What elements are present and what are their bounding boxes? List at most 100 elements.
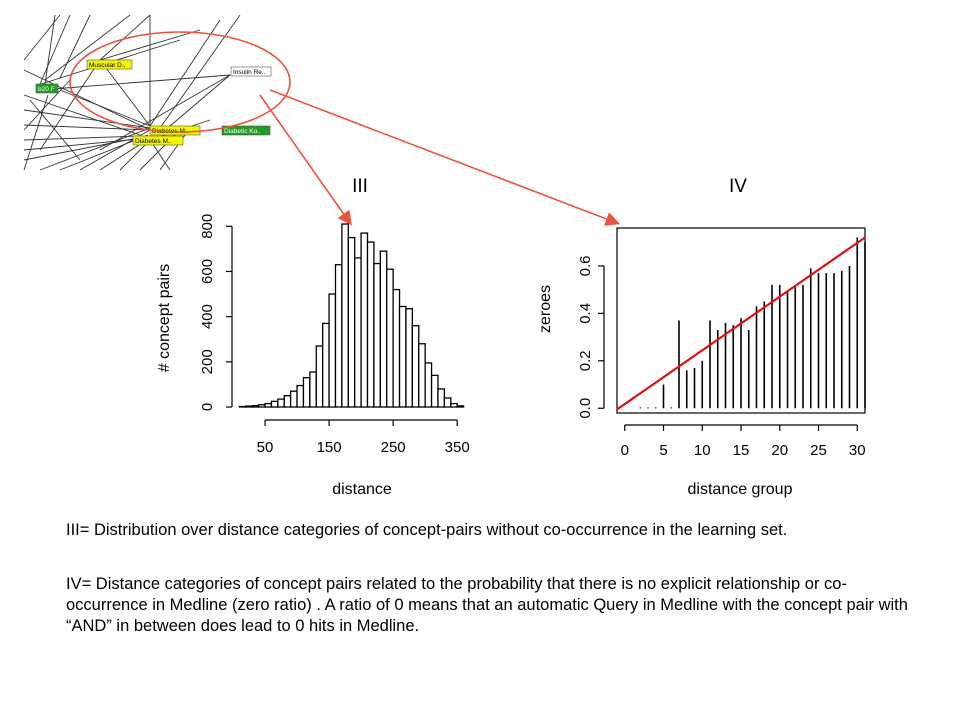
spike-bar xyxy=(647,407,649,409)
histogram-bar xyxy=(405,308,414,408)
histogram-bar xyxy=(398,305,407,408)
histogram-bar xyxy=(418,343,426,408)
network-node: Diabetic Ko.. xyxy=(221,125,271,136)
network-edge xyxy=(99,29,201,61)
histogram-bar xyxy=(354,257,362,408)
network-edge xyxy=(23,69,151,131)
spike-bar xyxy=(639,407,641,409)
histogram-axes: 0 200 400 600 800 50 150 250 350 xyxy=(199,214,470,456)
histogram-y-axis-label: # concept pairs xyxy=(156,264,173,373)
histogram-bar xyxy=(450,402,458,408)
network-edge xyxy=(23,124,151,131)
network-edge xyxy=(23,79,71,131)
fit-line xyxy=(616,236,866,411)
x-tick-label: 10 xyxy=(694,442,711,459)
histogram-bar xyxy=(257,404,266,408)
network-edge xyxy=(99,74,231,151)
histogram-bar xyxy=(289,390,298,408)
network-node-label: b20 F xyxy=(38,86,55,93)
network-node: Muscular D.. xyxy=(86,59,133,70)
histogram-bar xyxy=(283,395,292,408)
histogram-bar xyxy=(392,288,401,408)
network-edge xyxy=(23,135,149,161)
histogram-bar xyxy=(302,376,311,408)
histogram-bar xyxy=(424,362,433,408)
network-node-label: Diabetic Ko.. xyxy=(224,128,261,135)
histogram-bar xyxy=(347,236,356,408)
x-tick-label: 50 xyxy=(257,439,274,456)
network-edge xyxy=(39,14,71,85)
network-node-label: Insulin Re.. xyxy=(233,69,266,76)
histogram-bar xyxy=(379,250,388,408)
network-edge xyxy=(59,14,91,79)
histogram-bar xyxy=(251,404,260,408)
network-edge xyxy=(39,127,151,171)
network-edge xyxy=(159,14,241,129)
spike-axes: 0.0 0.2 0.4 0.6 0 5 10 15 20 25 30 xyxy=(577,256,866,459)
histogram-bar xyxy=(277,398,285,408)
spike-y-axis-label: zeroes xyxy=(537,285,554,333)
histogram-bar xyxy=(443,397,452,408)
x-tick-label: 20 xyxy=(771,442,788,459)
histogram-bar xyxy=(270,400,279,408)
caption-iii: III= Distribution over distance categori… xyxy=(66,521,788,539)
spike-bar xyxy=(655,407,657,409)
network-edge xyxy=(99,14,151,61)
network-node-box xyxy=(35,83,59,94)
x-tick-label: 150 xyxy=(317,439,342,456)
highlight-ellipse xyxy=(69,31,291,133)
histogram-bar xyxy=(456,405,465,408)
histogram-bar xyxy=(437,388,446,408)
y-tick-label: 0 xyxy=(199,403,216,411)
network-node-label: Muscular D.. xyxy=(89,62,126,69)
y-tick-label: 800 xyxy=(199,214,216,239)
network-node-label: Diabetes M.. xyxy=(135,138,172,145)
network-node: Diabetes M.. xyxy=(132,135,184,146)
histogram-bar xyxy=(411,325,420,408)
panel-label-iv: IV xyxy=(729,176,747,197)
network-node-box xyxy=(132,135,184,146)
histogram-bar xyxy=(328,293,337,408)
network-edge xyxy=(39,74,231,91)
network-edge xyxy=(23,109,151,129)
arrow-to-panel-iii xyxy=(259,94,352,226)
y-tick-label: 600 xyxy=(199,259,216,284)
network-node: Insulin Re.. xyxy=(230,66,272,77)
spike-chart-iv: 0.00.20.40.60 5 10 15 20 25 30 distance group … xyxy=(537,227,866,498)
histogram-bar xyxy=(296,384,305,408)
histogram-bar xyxy=(245,405,253,408)
histogram-x-axis-label: distance xyxy=(332,481,392,498)
network-edge xyxy=(99,59,151,127)
spike-x-axis-label: distance group xyxy=(688,481,793,498)
y-tick-label: 0.2 xyxy=(577,350,594,371)
y-tick-label: 400 xyxy=(199,304,216,329)
network-edge xyxy=(23,135,141,141)
spike-bar xyxy=(670,407,672,409)
network-edge xyxy=(23,94,141,136)
network-edge xyxy=(169,74,231,127)
network-graph-thumbnail: Muscular D.. Insulin Re.. b20 F Diabetes M.… xyxy=(23,14,291,171)
histogram-bar xyxy=(322,322,330,408)
network-edge xyxy=(29,99,81,161)
x-tick-label: 250 xyxy=(381,439,406,456)
histogram-bar xyxy=(315,345,324,408)
histogram-bar xyxy=(386,268,394,408)
y-tick-label: 200 xyxy=(199,349,216,374)
histogram-bar xyxy=(264,402,273,408)
network-edge xyxy=(39,59,101,151)
x-tick-label: 15 xyxy=(733,442,750,459)
network-edge xyxy=(44,14,56,85)
spike-bars xyxy=(639,237,866,409)
network-node-box xyxy=(230,66,272,77)
histogram-bar xyxy=(341,223,349,408)
network-node: b20 F xyxy=(35,83,59,94)
histogram-bar xyxy=(366,241,375,408)
caption-iv: IV= Distance categories of concept pairs… xyxy=(66,575,908,635)
network-node-box xyxy=(86,59,133,70)
x-tick-label: 5 xyxy=(659,442,667,459)
network-edge xyxy=(44,14,131,81)
panel-label-iii: III xyxy=(352,176,368,197)
histogram-bar xyxy=(309,371,317,408)
histogram-bar xyxy=(360,232,369,408)
